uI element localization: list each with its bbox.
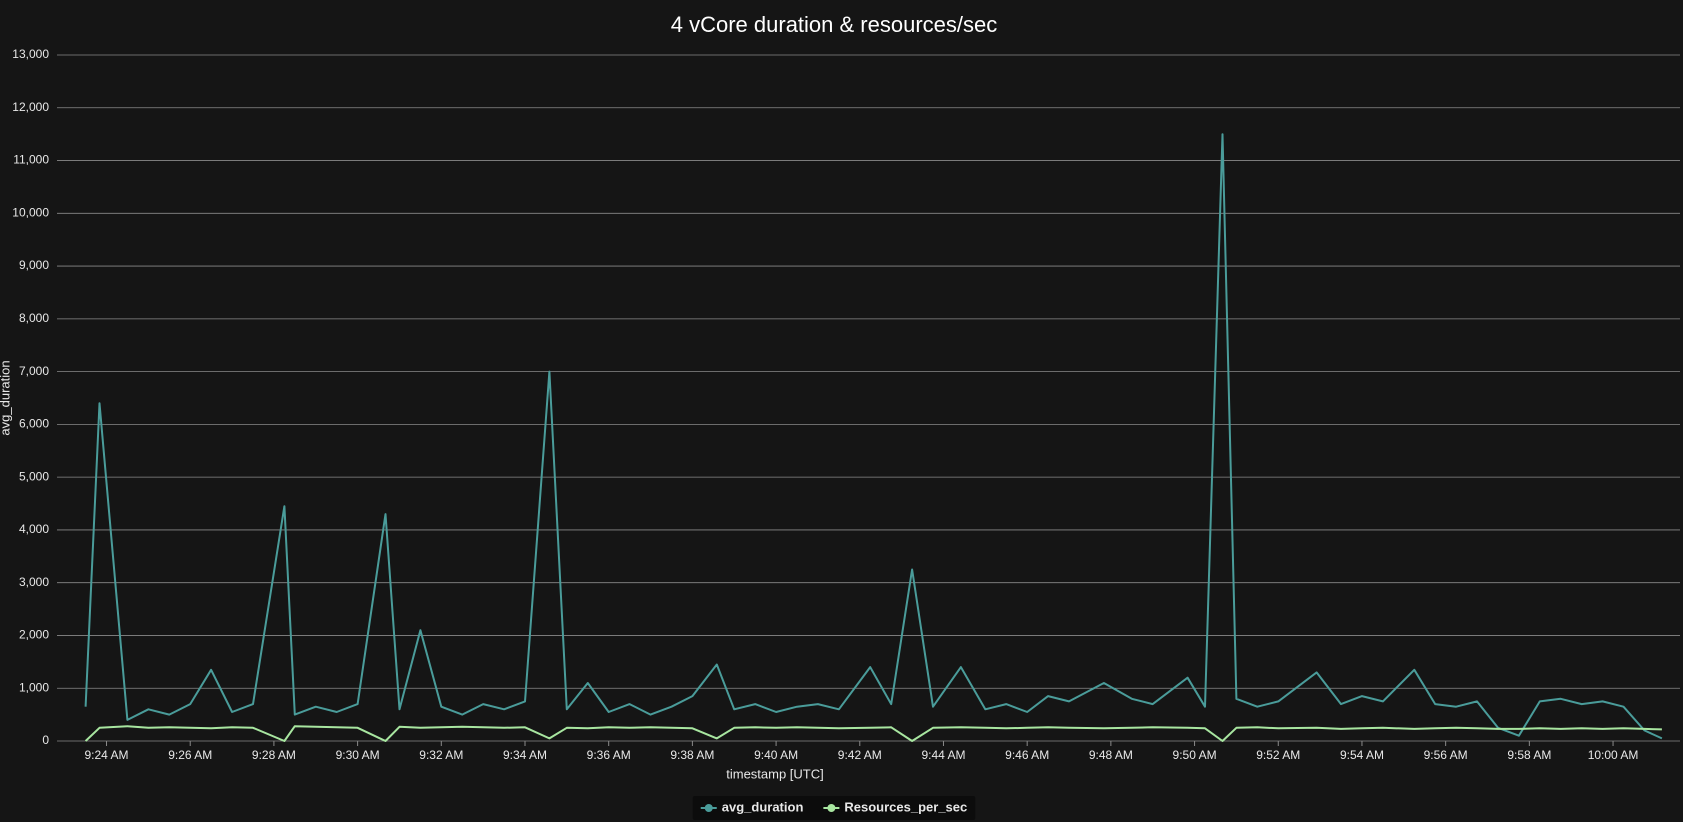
legend-marker xyxy=(704,804,713,812)
y-tick-label: 7,000 xyxy=(19,364,49,378)
y-tick-label: 2,000 xyxy=(19,628,49,642)
x-tick-label: 9:34 AM xyxy=(503,748,547,762)
series-line xyxy=(84,133,1663,740)
x-tick-label: 9:50 AM xyxy=(1173,748,1217,762)
chart-title: 4 vCore duration & resources/sec xyxy=(671,12,998,37)
y-tick-label: 13,000 xyxy=(12,47,49,61)
y-tick-label: 1,000 xyxy=(19,680,49,694)
x-tick-label: 10:00 AM xyxy=(1588,748,1639,762)
x-tick-label: 9:38 AM xyxy=(670,748,714,762)
x-axis-label: timestamp [UTC] xyxy=(726,766,824,781)
y-tick-label: 12,000 xyxy=(12,100,49,114)
x-tick-label: 9:26 AM xyxy=(168,748,212,762)
x-tick-label: 9:32 AM xyxy=(419,748,463,762)
y-tick-label: 5,000 xyxy=(19,469,49,483)
x-tick-label: 9:52 AM xyxy=(1256,748,1300,762)
x-tick-label: 9:24 AM xyxy=(85,748,129,762)
y-tick-label: 10,000 xyxy=(12,205,49,219)
legend-label: Resources_per_sec xyxy=(844,799,967,814)
y-tick-label: 3,000 xyxy=(19,575,49,589)
x-tick-label: 9:30 AM xyxy=(336,748,380,762)
y-tick-label: 8,000 xyxy=(19,311,49,325)
x-tick-label: 9:56 AM xyxy=(1424,748,1468,762)
y-tick-label: 4,000 xyxy=(19,522,49,536)
x-tick-label: 9:28 AM xyxy=(252,748,296,762)
y-tick-label: 0 xyxy=(42,733,49,747)
legend: avg_duration Resources_per_sec xyxy=(692,796,976,820)
x-tick-label: 9:54 AM xyxy=(1340,748,1384,762)
legend-item: Resources_per_sec xyxy=(823,799,967,814)
x-tick-label: 9:42 AM xyxy=(838,748,882,762)
legend-label: avg_duration xyxy=(722,799,804,814)
x-tick-label: 9:46 AM xyxy=(1005,748,1049,762)
x-tick-label: 9:36 AM xyxy=(587,748,631,762)
y-tick-label: 6,000 xyxy=(19,417,49,431)
x-tick-label: 9:44 AM xyxy=(921,748,965,762)
y-tick-label: 9,000 xyxy=(19,258,49,272)
y-axis-label: avg_duration xyxy=(0,360,12,435)
x-tick-label: 9:40 AM xyxy=(754,748,798,762)
x-tick-label: 9:58 AM xyxy=(1507,748,1551,762)
series-line xyxy=(84,725,1662,742)
y-tick-label: 11,000 xyxy=(13,153,49,167)
legend-marker xyxy=(827,804,836,812)
legend-item: avg_duration xyxy=(700,799,804,814)
x-tick-label: 9:48 AM xyxy=(1089,748,1133,762)
